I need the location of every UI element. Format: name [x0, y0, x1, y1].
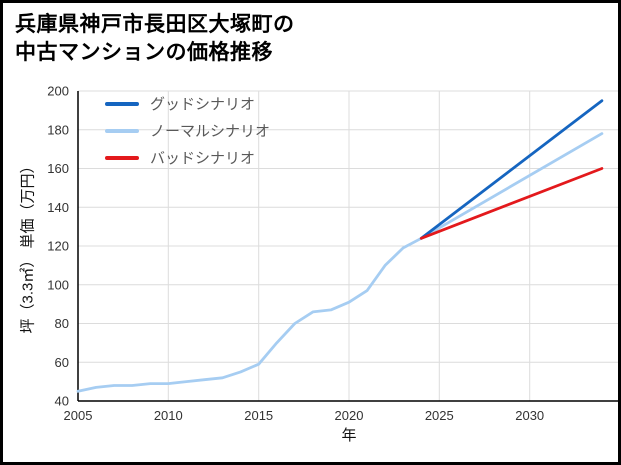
y-axis-label: 坪（3.3㎡） 単価（万円）	[19, 158, 37, 334]
series-line	[76, 132, 604, 393]
chart-title: 兵庫県神戸市長田区大塚町の 中古マンションの価格推移	[15, 11, 295, 68]
x-tick-label: 2025	[425, 408, 454, 423]
chart-title-line-1: 兵庫県神戸市長田区大塚町の	[15, 13, 295, 36]
y-tick-label: 160	[47, 161, 69, 176]
legend-label: バッドシナリオ	[150, 150, 256, 167]
y-tick-label: 180	[47, 122, 69, 137]
x-tick-label: 2010	[154, 408, 183, 423]
x-tick-label: 2020	[335, 408, 364, 423]
legend-label: ノーマルシナリオ	[150, 123, 271, 140]
y-tick-label: 40	[55, 394, 69, 409]
y-tick-label: 120	[47, 239, 69, 254]
chart-legend: グッドシナリオ ノーマルシナリオ バッドシナリオ	[105, 95, 271, 167]
y-tick-label: 80	[55, 316, 69, 331]
x-axis-label: 年	[341, 427, 357, 444]
y-tick-label: 140	[47, 200, 69, 215]
x-tick-label: 2005	[64, 408, 93, 423]
series-line	[419, 99, 604, 240]
x-tick-label: 2030	[515, 408, 544, 423]
price-trend-line-chart: 40 60 80 100 120 140 160 180 200 2005 2010 2015 2020…	[47, 84, 618, 423]
y-tick-label: 200	[47, 84, 69, 99]
legend-item: バッドシナリオ	[105, 149, 270, 167]
legend-item: ノーマルシナリオ	[105, 122, 271, 140]
series-line	[419, 167, 604, 240]
legend-item: グッドシナリオ	[105, 95, 270, 113]
legend-line-swatch	[105, 128, 139, 133]
y-tick-label: 60	[55, 355, 69, 370]
chart-title-line-2: 中古マンションの価格推移	[15, 41, 273, 65]
legend-line-swatch	[105, 155, 139, 160]
y-tick-label: 100	[47, 277, 69, 292]
legend-line-swatch	[105, 101, 139, 106]
legend-label: グッドシナリオ	[150, 96, 256, 113]
x-tick-label: 2015	[244, 408, 273, 423]
